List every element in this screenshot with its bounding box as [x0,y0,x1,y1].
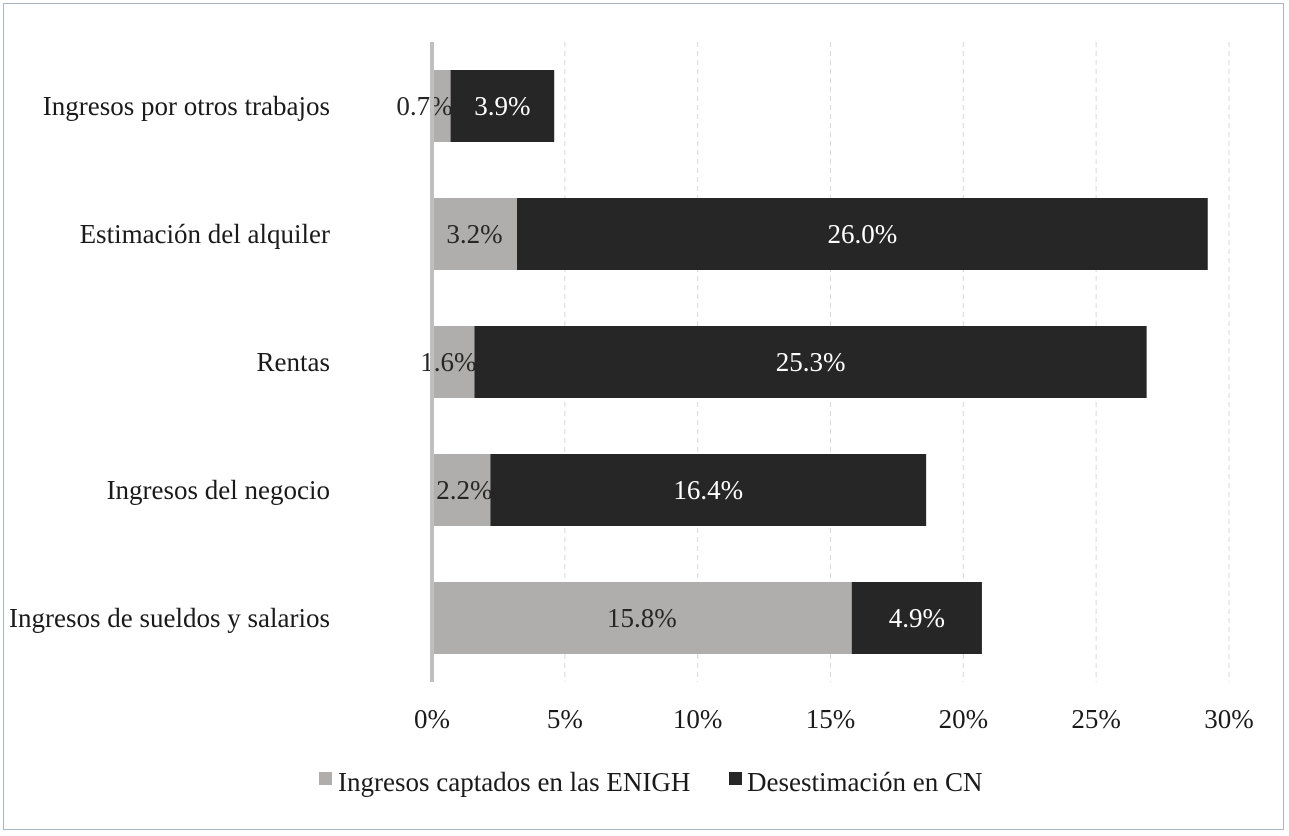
bar-segment [851,582,982,654]
x-tick-label: 10% [673,704,723,734]
data-label: 15.8% [607,603,677,633]
data-label: 3.2% [446,219,502,249]
category-label: Ingresos de sueldos y salarios [9,603,330,633]
data-label: 2.2% [436,475,492,505]
bar-segment [517,198,1208,270]
x-tick-label: 20% [939,704,989,734]
bar-segment [432,582,852,654]
legend-swatch [319,772,332,785]
data-label: 3.9% [474,91,530,121]
category-label: Rentas [257,347,331,377]
bar-segment [490,454,927,526]
category-label: Estimación del alquiler [80,219,330,249]
data-label: 1.6% [420,347,476,377]
data-label: 26.0% [828,219,898,249]
bar-segment [432,198,518,270]
x-tick-label: 30% [1204,704,1254,734]
category-label: Ingresos del negocio [107,475,330,505]
x-tick-label: 25% [1071,704,1121,734]
x-tick-label: 0% [414,704,450,734]
x-tick-label: 15% [806,704,856,734]
category-label: Ingresos por otros trabajos [43,91,330,121]
legend-swatch [729,772,742,785]
data-label: 0.7% [396,91,452,121]
bar-segment [450,70,555,142]
bar-segment [432,70,451,142]
chart-frame [3,3,1284,830]
legend-label: Ingresos captados en las ENIGH [338,767,690,797]
legend-label: Desestimación en CN [747,767,982,797]
data-label: 25.3% [776,347,846,377]
bar-segment [432,454,491,526]
bar-segment [432,326,475,398]
x-tick-label: 5% [547,704,583,734]
bar-segment [474,326,1147,398]
data-label: 4.9% [889,603,945,633]
data-label: 16.4% [673,475,743,505]
